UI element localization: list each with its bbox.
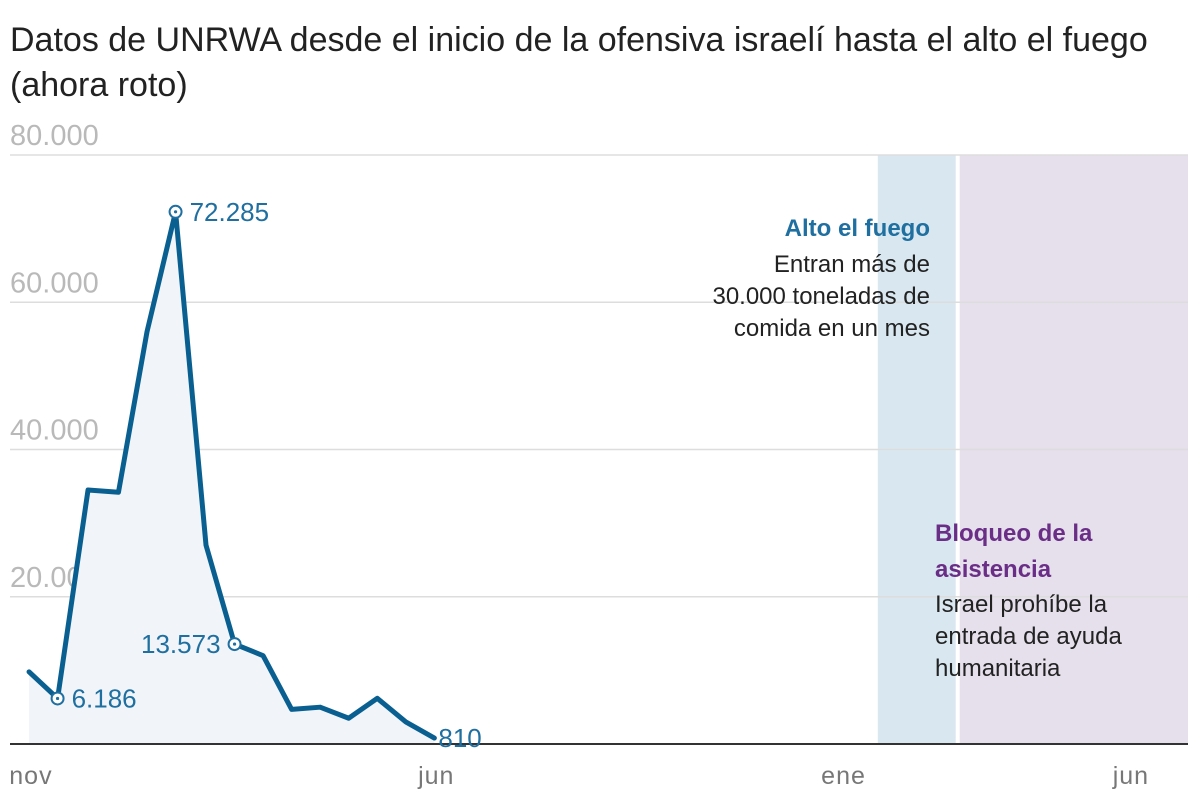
ceasefire-annotation-title: Alto el fuego [785,215,930,242]
area-layer [29,211,435,744]
ceasefire-annotation-line: Entran más de [774,251,930,278]
x-tick-month: jun [1112,762,1149,790]
x-axis-labels: nov 2023 jun 2024 ene 2025 jun [1,762,1149,800]
x-tick-year: 2025 [814,798,874,800]
data-label: 6.186 [72,683,137,713]
ceasefire-annotation-line: 30.000 toneladas de [712,283,930,310]
x-tick-year: 2023 [1,798,61,800]
data-point-dot [55,696,60,701]
blockade-annotation-title: asistencia [935,556,1052,583]
data-markers: 6.186 72.285 13.573 810 [50,197,482,753]
ceasefire-annotation-line: comida en un mes [734,315,930,342]
x-tick-year: 2024 [406,798,466,800]
data-label: 810 [438,723,481,753]
data-label: 13.573 [141,629,221,659]
data-point-dot [173,210,178,214]
blockade-annotation-line: Israel prohíbe la [935,591,1108,618]
ceasefire-annotation: Alto el fuego Entran más de 30.000 tonel… [712,215,930,342]
chart-title: Datos de UNRWA desde el inicio de la ofe… [10,21,1148,104]
blockade-annotation-line: humanitaria [935,655,1061,682]
blockade-annotation: Bloqueo de la asistencia Israel prohíbe … [935,520,1122,682]
data-point-dot [232,642,237,646]
y-tick-label: 40.000 [10,415,99,447]
area-fill [29,211,435,744]
x-tick-month: nov [9,762,52,790]
y-tick-label: 80.000 [10,120,99,152]
data-label: 72.285 [190,197,270,227]
y-tick-label: 60.000 [10,267,99,299]
x-tick-month: ene [821,762,866,790]
blockade-annotation-line: entrada de ayuda [935,623,1122,650]
blockade-annotation-title: Bloqueo de la [935,520,1093,547]
x-tick-month: jun [417,762,454,790]
